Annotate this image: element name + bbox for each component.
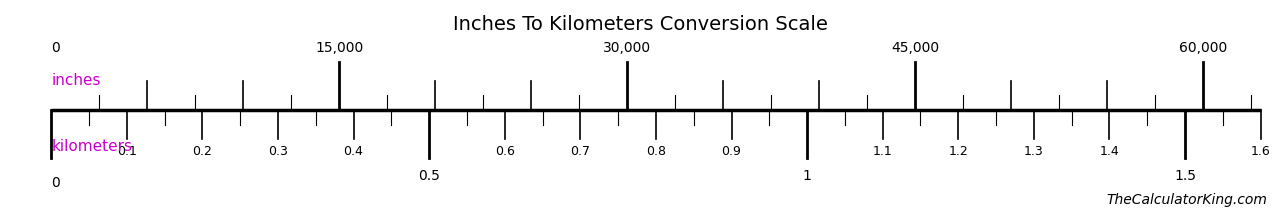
Text: 0.2: 0.2 — [192, 145, 212, 158]
Text: Inches To Kilometers Conversion Scale: Inches To Kilometers Conversion Scale — [453, 15, 827, 34]
Text: 1.2: 1.2 — [948, 145, 968, 158]
Text: 0.4: 0.4 — [343, 145, 364, 158]
Text: 0: 0 — [51, 176, 60, 190]
Text: 1.6: 1.6 — [1251, 145, 1271, 158]
Text: inches: inches — [51, 73, 101, 88]
Text: 0.7: 0.7 — [571, 145, 590, 158]
Text: TheCalculatorKing.com: TheCalculatorKing.com — [1106, 193, 1267, 207]
Text: 1.5: 1.5 — [1174, 169, 1196, 183]
Text: 1: 1 — [803, 169, 812, 183]
Text: 15,000: 15,000 — [315, 41, 364, 55]
Text: kilometers: kilometers — [51, 139, 132, 154]
Text: 60,000: 60,000 — [1179, 41, 1228, 55]
Text: 30,000: 30,000 — [603, 41, 652, 55]
Text: 0: 0 — [51, 41, 60, 55]
Text: 0.8: 0.8 — [646, 145, 666, 158]
Text: 1.3: 1.3 — [1024, 145, 1043, 158]
Text: 0.3: 0.3 — [268, 145, 288, 158]
Text: 0.5: 0.5 — [419, 169, 440, 183]
Text: 0.9: 0.9 — [722, 145, 741, 158]
Text: 1.1: 1.1 — [873, 145, 892, 158]
Text: 45,000: 45,000 — [891, 41, 940, 55]
Text: 0.1: 0.1 — [116, 145, 137, 158]
Text: 0.6: 0.6 — [495, 145, 515, 158]
Text: 1.4: 1.4 — [1100, 145, 1119, 158]
